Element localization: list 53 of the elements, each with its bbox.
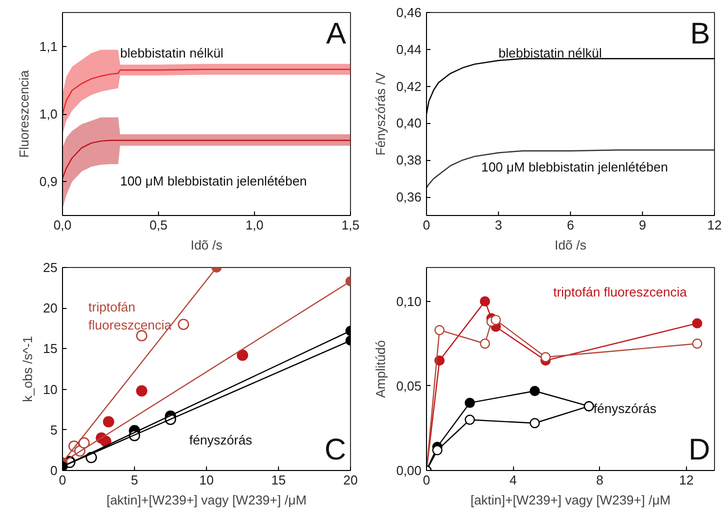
series-label: triptofán fluoreszcencia bbox=[553, 284, 688, 300]
x-axis-title: [aktin]+[W239+] vagy [W239+] /μM bbox=[470, 492, 671, 508]
annotation: C bbox=[324, 433, 346, 466]
annotation: A bbox=[326, 18, 346, 51]
x-tick-label: 0,0 bbox=[53, 218, 72, 232]
y-tick-label: 0,42 bbox=[396, 78, 422, 94]
series-label: fényszórás bbox=[189, 432, 253, 448]
y-tick-label: 0,44 bbox=[396, 42, 422, 57]
y-tick-label: 5 bbox=[50, 422, 58, 438]
series-label: fényszórás bbox=[594, 401, 657, 416]
y-axis-title: Fényszórás /V bbox=[373, 72, 388, 156]
y-tick-label: 0,36 bbox=[396, 190, 422, 205]
y-axis-title: Fluoreszcencia bbox=[16, 70, 32, 158]
x-tick-label: 12 bbox=[679, 472, 694, 488]
x-axis-title: Idõ /s bbox=[190, 238, 223, 252]
y-axis-title: k_obs /s^-1 bbox=[20, 336, 36, 402]
series-label: blebbistatin nélkül bbox=[498, 46, 602, 61]
annotation: D bbox=[688, 433, 710, 466]
y-axis-title: Amplitúdó bbox=[373, 340, 388, 398]
x-tick-label: 15 bbox=[271, 472, 286, 488]
x-axis-title: [aktin]+[W239+] vagy [W239+] /μM bbox=[106, 492, 307, 508]
text: 100 μM blebbistatin jelenlétében bbox=[120, 173, 307, 188]
series-label: blebbistatin nélkül bbox=[120, 46, 224, 61]
y-tick-label: 1,1 bbox=[39, 38, 58, 54]
x-tick-label: 6 bbox=[566, 218, 574, 232]
x-tick-label: 20 bbox=[343, 472, 358, 488]
y-tick-label: 0 bbox=[50, 463, 58, 478]
x-tick-label: 8 bbox=[596, 472, 604, 488]
x-tick-label: 4 bbox=[510, 472, 517, 488]
x-tick-label: 3 bbox=[494, 218, 502, 232]
y-tick-label: 15 bbox=[43, 341, 58, 356]
y-tick-label: 0,38 bbox=[396, 152, 422, 168]
y-tick-label: 0,40 bbox=[396, 116, 422, 131]
x-tick-label: 9 bbox=[638, 218, 646, 232]
series-label: 100 μM blebbistatin jelenlétében bbox=[481, 159, 668, 174]
y-tick-label: 10 bbox=[43, 382, 58, 397]
y-tick-label: 0,00 bbox=[396, 463, 422, 478]
x-tick-label: 12 bbox=[707, 218, 722, 232]
x-tick-label: 10 bbox=[199, 472, 214, 488]
y-tick-label: 25 bbox=[43, 260, 58, 275]
y-tick-label: 1,0 bbox=[39, 106, 58, 122]
x-tick-label: 0,5 bbox=[149, 218, 168, 232]
x-tick-label: 1,0 bbox=[245, 218, 264, 232]
y-tick-label: 0,10 bbox=[396, 294, 422, 309]
y-tick-label: 20 bbox=[43, 300, 58, 316]
y-tick-label: 0,46 bbox=[396, 5, 422, 20]
y-tick-label: 0,9 bbox=[39, 174, 58, 190]
series-label: triptofán fluoreszcencia bbox=[88, 300, 172, 333]
x-tick-label: 1,5 bbox=[341, 218, 360, 232]
x-axis-title: Idõ /s bbox=[554, 238, 587, 252]
x-tick-label: 5 bbox=[130, 472, 138, 488]
annotation: B bbox=[690, 18, 710, 51]
y-tick-label: 0,05 bbox=[396, 378, 422, 394]
